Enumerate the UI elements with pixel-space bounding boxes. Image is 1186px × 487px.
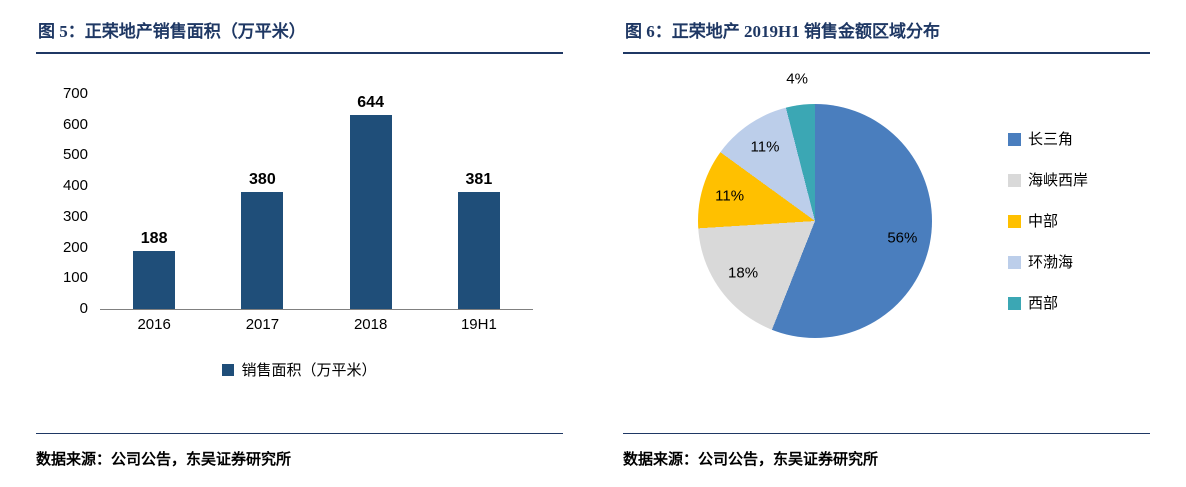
legend-swatch xyxy=(1008,256,1021,269)
bar xyxy=(457,191,500,309)
pie-slice-label: 4% xyxy=(786,70,808,88)
bar-value-label: 188 xyxy=(140,230,168,248)
legend-swatch xyxy=(1008,297,1021,310)
pie-legend-item: 海峡西岸 xyxy=(1008,173,1088,188)
pie-slice-label: 56% xyxy=(887,229,918,247)
pie-slice-label: 11% xyxy=(750,138,780,156)
bar-column: 381 xyxy=(425,94,533,309)
pie xyxy=(698,104,932,338)
figure5-panel: 图 5：正荣地产销售面积（万平米） 0 100 200 300 400 500 600 700… xyxy=(36,12,563,469)
x-axis-category-label: 2017 xyxy=(245,316,280,333)
figure5-title: 图 5：正荣地产销售面积（万平米） xyxy=(38,22,306,41)
y-axis-tick-label: 500 xyxy=(62,146,88,164)
bar-value-label: 644 xyxy=(357,94,384,111)
legend-swatch xyxy=(1008,215,1021,228)
figure6-title: 图 6：正荣地产 2019H1 销售金额区域分布 xyxy=(625,22,940,41)
x-axis-category-label: 2016 xyxy=(137,316,171,333)
legend-label: 长三角 xyxy=(1028,131,1074,148)
pie-slice-label: 18% xyxy=(728,264,759,282)
legend-label: 西部 xyxy=(1028,295,1059,312)
figure5-bottom-rule xyxy=(36,433,563,434)
legend-label: 环渤海 xyxy=(1028,254,1074,271)
legend-swatch xyxy=(1008,133,1021,146)
pie-legend-item: 环渤海 xyxy=(1008,255,1088,270)
y-axis-tick-label: 700 xyxy=(62,85,88,102)
figure6-chart-body: 长三角海峡西岸中部环渤海西部 56% 18% 11% 11% 4% xyxy=(623,54,1150,433)
pie-legend-item: 中部 xyxy=(1008,214,1088,229)
y-axis-tick-label: 0 xyxy=(79,300,88,317)
pie-legend-item: 西部 xyxy=(1008,296,1088,311)
y-axis-tick-label: 100 xyxy=(62,269,88,287)
pie-legend-item: 长三角 xyxy=(1008,132,1088,147)
bar-chart-plot-area: 188 380 644 381 xyxy=(100,94,533,310)
bar-value-label: 380 xyxy=(249,171,276,189)
bar xyxy=(133,251,176,309)
legend-label: 中部 xyxy=(1028,213,1059,230)
bar-value-label: 381 xyxy=(465,170,493,188)
bar-chart-x-axis: 2016 2017 2018 19H1 xyxy=(100,316,533,333)
figure6-title-rule xyxy=(623,52,1150,54)
y-axis-tick-label: 300 xyxy=(62,207,88,225)
y-axis-tick-label: 400 xyxy=(62,177,88,195)
y-axis-tick-label: 600 xyxy=(62,115,88,133)
y-axis-tick-label: 200 xyxy=(62,238,88,256)
figure5-title-rule xyxy=(36,52,563,54)
legend-swatch xyxy=(1008,174,1021,187)
x-axis-category-label: 2018 xyxy=(353,316,388,333)
figure6-bottom-rule xyxy=(623,433,1150,434)
figure5-chart-body: 0 100 200 300 400 500 600 700 188 380 644 381 2016… xyxy=(36,54,563,433)
sales-amount-pie-chart: 长三角海峡西岸中部环渤海西部 56% 18% 11% 11% 4% xyxy=(623,70,1150,400)
bar-chart-legend: 销售面积（万平米） xyxy=(36,359,563,380)
bar-chart-plot-wrap: 188 380 644 381 2016 2017 2018 19H1 xyxy=(100,94,533,333)
pie-slice-label: 11% xyxy=(715,187,745,205)
bar-column: 188 xyxy=(100,94,208,309)
pie-chart-legend: 长三角海峡西岸中部环渤海西部 xyxy=(1008,132,1088,311)
x-axis-category-label: 19H1 xyxy=(460,316,497,333)
figure6-source: 数据来源：公司公告，东吴证券研究所 xyxy=(623,452,879,468)
figure5-source: 数据来源：公司公告，东吴证券研究所 xyxy=(36,452,292,468)
bar xyxy=(349,115,392,309)
figure6-panel: 图 6：正荣地产 2019H1 销售金额区域分布 长三角海峡西岸中部环渤海西部 … xyxy=(623,12,1150,469)
bar-chart-legend-swatch xyxy=(222,363,235,376)
sales-area-bar-chart: 0 100 200 300 400 500 600 700 188 380 644 381 2016… xyxy=(36,85,533,333)
bar-column: 644 xyxy=(317,94,425,309)
bar-chart-y-axis: 0 100 200 300 400 500 600 700 xyxy=(36,85,100,317)
bar-chart-legend-label: 销售面积（万平米） xyxy=(241,362,377,379)
legend-label: 海峡西岸 xyxy=(1028,172,1089,189)
bar xyxy=(241,192,284,309)
bar-column: 380 xyxy=(208,94,316,309)
